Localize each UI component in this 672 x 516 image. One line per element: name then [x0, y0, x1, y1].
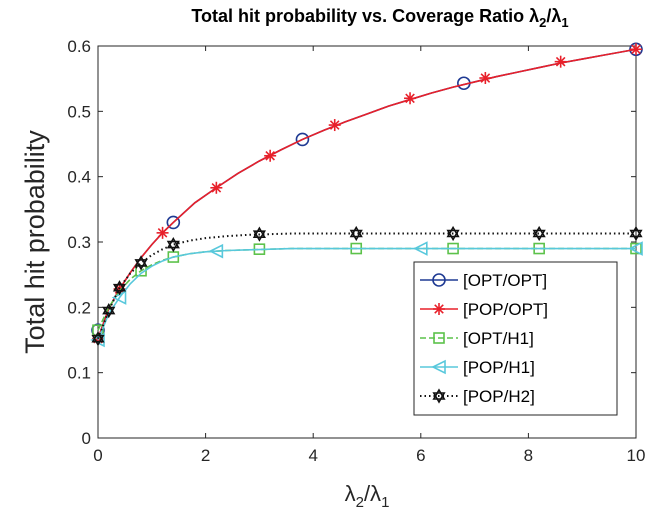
legend-label: [POP/H2] [463, 387, 535, 406]
hexagram-marker [349, 225, 363, 242]
x-tick-label: 8 [524, 446, 533, 465]
asterisk-marker [328, 119, 341, 132]
asterisk-marker [264, 149, 277, 162]
legend-label: [POP/OPT] [463, 300, 548, 319]
triangle-marker [90, 332, 105, 348]
y-tick-label: 0.5 [67, 102, 91, 121]
circle-marker [295, 132, 310, 147]
circle-marker [166, 215, 181, 230]
hexagram-marker [112, 280, 127, 296]
hexagram-marker [446, 225, 460, 242]
y-tick-label: 0 [82, 429, 91, 448]
triangle-marker [208, 243, 224, 259]
series-line [97, 247, 636, 341]
y-tick-label: 0.3 [67, 233, 91, 252]
legend-item: [OPT/OPT] [420, 271, 547, 290]
asterisk-marker [433, 303, 445, 315]
y-tick-label: 0.6 [67, 37, 91, 56]
x-tick-label: 10 [627, 446, 646, 465]
asterisk-marker [554, 55, 567, 68]
x-axis-label: λ2/λ1 [345, 481, 390, 511]
y-tick-label: 0.4 [67, 168, 91, 187]
asterisk-marker [156, 226, 169, 239]
legend-item: [POP/OPT] [420, 300, 548, 319]
series-layer [90, 42, 643, 348]
legend: [OPT/OPT] [POP/OPT] [OPT/H1] [POP/H1] [POP/H… [413, 261, 618, 416]
circle-marker [432, 273, 446, 287]
asterisk-marker [479, 72, 492, 85]
legend-label: [OPT/OPT] [463, 271, 547, 290]
legend-item: [POP/H2] [420, 387, 535, 406]
hexagram-marker [532, 225, 546, 242]
hexagram-marker [629, 225, 643, 242]
hexagram-marker [252, 226, 266, 242]
x-tick-label: 6 [416, 446, 425, 465]
legend-item: [OPT/H1] [420, 329, 534, 348]
y-tick-label: 0.2 [67, 298, 91, 317]
hexagram-marker [432, 388, 446, 404]
chart-title: Total hit probability vs. Coverage Ratio… [191, 6, 568, 30]
series-4 [91, 225, 643, 347]
y-axis-label: Total hit probability [20, 130, 50, 354]
triangle-marker [413, 241, 428, 256]
hexagram-marker [91, 331, 105, 347]
x-tick-label: 0 [93, 446, 102, 465]
x-tick-label: 2 [201, 446, 210, 465]
x-tick-label: 4 [308, 446, 317, 465]
legend-label: [POP/H1] [463, 358, 535, 377]
triangle-marker [431, 359, 446, 375]
square-marker [433, 332, 445, 344]
y-tick-label: 0.1 [67, 364, 91, 383]
hexagram-marker [166, 237, 180, 253]
axes: 0 2 4 6 8 10 0 0.1 0.2 0.3 0.4 0.5 0.6 [67, 37, 645, 465]
triangle-marker [628, 241, 643, 256]
hexagram-marker [102, 303, 116, 319]
legend-label: [OPT/H1] [463, 329, 534, 348]
asterisk-marker [404, 92, 417, 105]
legend-item: [POP/H1] [420, 358, 535, 377]
asterisk-marker [210, 181, 223, 194]
asterisk-marker [630, 43, 642, 56]
hexagram-marker [134, 255, 148, 271]
